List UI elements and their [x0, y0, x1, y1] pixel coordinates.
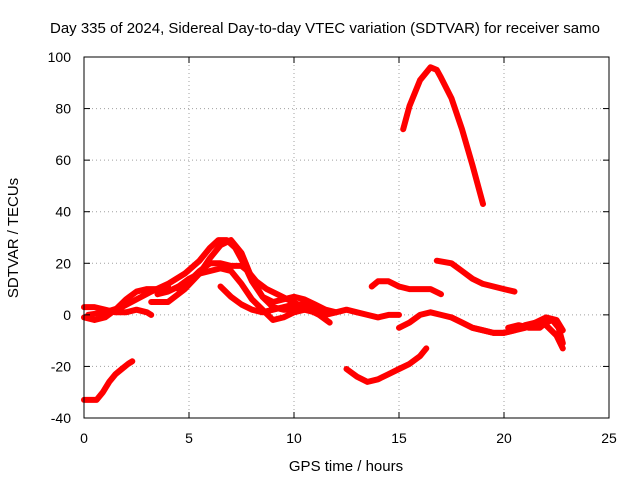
series-arc-14: [433, 257, 518, 295]
y-tick-label: 60: [55, 152, 71, 168]
x-tick-label: 10: [286, 430, 302, 446]
x-tick-label: 15: [391, 430, 407, 446]
series-arc-2: [81, 304, 155, 318]
series-arc-16: [505, 317, 566, 347]
series-arc-1: [81, 358, 136, 403]
tick-layer: 0 5 10 15 20 25 -40 -20 0 20 40 60 80 100: [48, 49, 617, 446]
series-arc-7: [175, 260, 333, 326]
grid-layer: [84, 57, 609, 418]
series-arc-12: [400, 64, 486, 207]
y-tick-label: 80: [55, 101, 71, 117]
y-tick-label: -20: [51, 358, 71, 374]
y-axis-label: SDTVAR / TECUs: [5, 178, 22, 298]
series-arc-10: [343, 345, 430, 385]
x-tick-label: 5: [185, 430, 193, 446]
y-tick-label: -40: [51, 410, 71, 426]
series-layer: [81, 64, 566, 403]
x-tick-label: 0: [80, 430, 88, 446]
plot-frame: [83, 56, 610, 419]
x-axis-label: GPS time / hours: [289, 458, 403, 475]
series-arc-11: [368, 278, 444, 298]
y-tick-label: 20: [55, 255, 71, 271]
y-tick-label: 0: [63, 307, 71, 323]
chart-title: Day 335 of 2024, Sidereal Day-to-day VTE…: [50, 20, 600, 37]
y-tick-label: 100: [48, 49, 72, 65]
series-arc-9: [322, 306, 402, 321]
series-arc-15: [448, 314, 566, 352]
y-tick-label: 40: [55, 204, 71, 220]
x-tick-label: 25: [601, 430, 617, 446]
series-arc-8: [217, 283, 329, 316]
x-tick-label: 20: [496, 430, 512, 446]
